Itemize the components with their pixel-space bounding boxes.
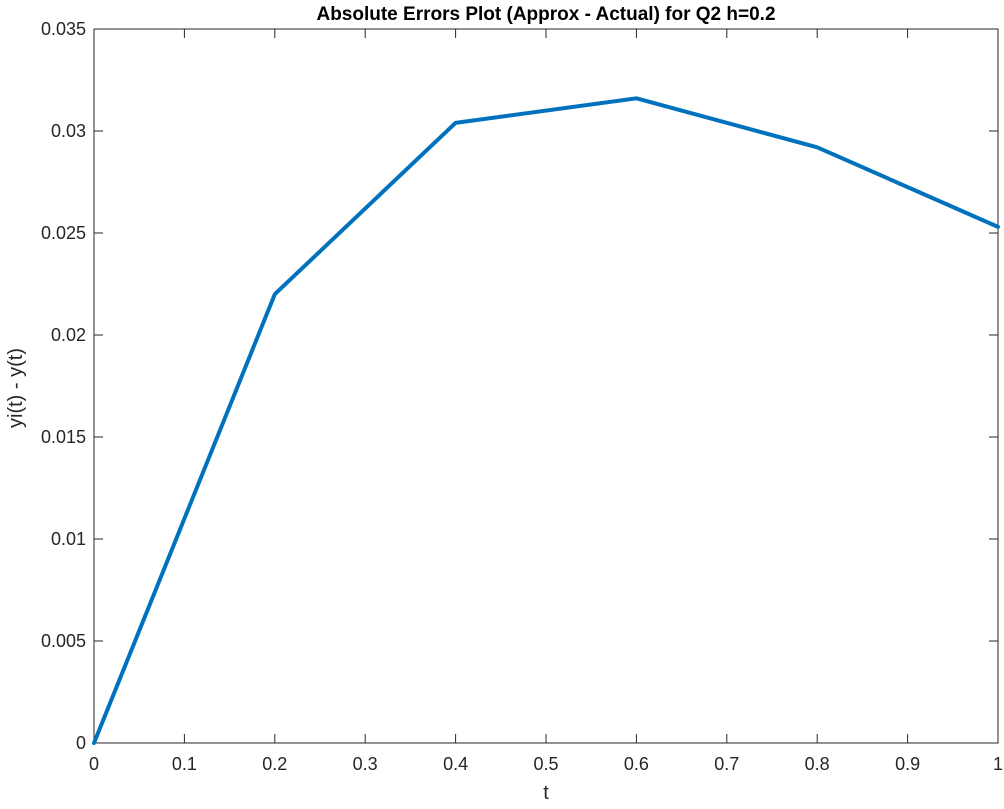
x-tick-label: 0.4 <box>443 754 468 774</box>
x-axis-label: t <box>543 782 549 804</box>
error-series-line <box>92 96 1000 745</box>
y-tick-label: 0 <box>76 733 86 753</box>
y-axis-label: yi(t) - y(t) <box>5 348 27 428</box>
y-tick-label: 0.03 <box>51 121 86 141</box>
x-tick-label: 0.8 <box>805 754 830 774</box>
chart-title: Absolute Errors Plot (Approx - Actual) f… <box>316 4 775 25</box>
x-tick-label: 0.9 <box>895 754 920 774</box>
y-tick-label: 0.035 <box>41 19 86 39</box>
y-tick-label: 0.02 <box>51 325 86 345</box>
axes-box <box>93 28 999 744</box>
x-tick-label: 0.1 <box>172 754 197 774</box>
y-tick-label: 0.005 <box>41 631 86 651</box>
x-tick-label: 0.3 <box>353 754 378 774</box>
y-tick-label: 0.01 <box>51 529 86 549</box>
plot-area: 0 0.1 0.2 0.3 0.4 0.5 0.6 0.7 0.8 0.9 1 0 0.005 0.01 0… <box>41 19 1003 774</box>
x-tick-label: 0.6 <box>624 754 649 774</box>
x-tick-label: 1 <box>993 754 1003 774</box>
x-tick-label: 0.7 <box>714 754 739 774</box>
y-tick-label: 0.025 <box>41 223 86 243</box>
x-tick-label: 0 <box>89 754 99 774</box>
x-tick-label: 0.2 <box>262 754 287 774</box>
x-tick-label: 0.5 <box>533 754 558 774</box>
y-tick-label: 0.015 <box>41 427 86 447</box>
